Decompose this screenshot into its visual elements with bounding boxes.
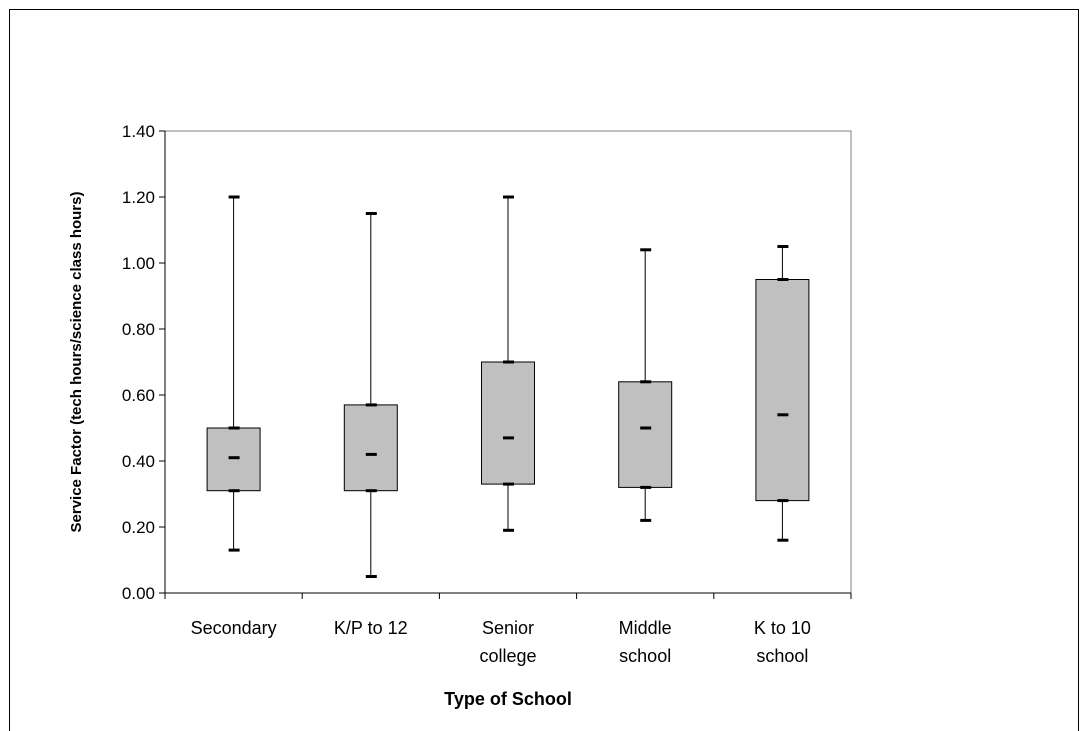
x-tick-label: K/P to 12: [334, 618, 408, 638]
box-3: [481, 195, 535, 532]
y-tick-label: 1.40: [122, 122, 155, 141]
box-iqr: [755, 279, 810, 502]
x-tick-label: Senior college: [479, 618, 536, 666]
box-5: [755, 245, 810, 542]
x-tick-label: Middle school: [619, 618, 672, 666]
box-iqr: [206, 427, 261, 492]
chart-frame: [9, 9, 1079, 731]
y-axis-label: Service Factor (tech hours/science class…: [68, 192, 85, 533]
y-tick-label: 1.20: [122, 188, 155, 207]
box-1: [206, 195, 261, 552]
box-iqr: [481, 361, 535, 485]
box-series: [206, 195, 810, 578]
y-tick-label: 0.40: [122, 452, 155, 471]
box-4: [618, 248, 673, 522]
y-tick-label: 0.80: [122, 320, 155, 339]
x-axis: Secondary K/P to 12 Senior college Middle sch…: [164, 592, 852, 666]
y-tick-label: 0.60: [122, 386, 155, 405]
y-tick-label: 1.00: [122, 254, 155, 273]
x-tick-label: K to 10 school: [754, 618, 811, 666]
x-axis-label: Type of School: [444, 689, 572, 709]
y-tick-label: 0.00: [122, 584, 155, 603]
box-iqr: [343, 404, 398, 492]
box-iqr: [618, 381, 673, 488]
box-2: [343, 212, 398, 578]
y-tick-label: 0.20: [122, 518, 155, 537]
x-tick-label: Secondary: [191, 618, 277, 638]
